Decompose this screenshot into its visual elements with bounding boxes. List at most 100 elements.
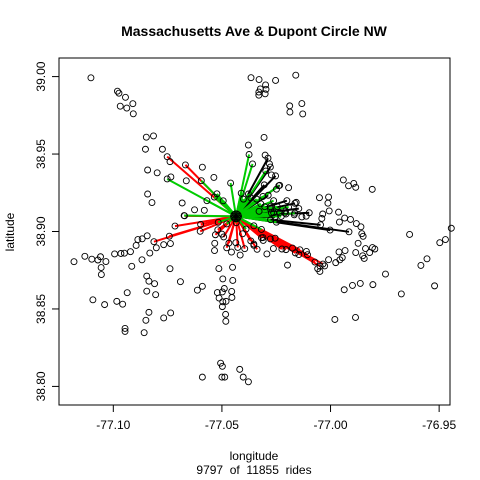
x-tick-label-2: -77.00	[314, 418, 348, 432]
station-point-105	[286, 108, 294, 116]
station-point-240	[210, 193, 218, 201]
station-point-38	[143, 232, 151, 240]
ride-line-1-25	[235, 193, 243, 217]
station-point-91	[239, 373, 247, 381]
station-point-58	[121, 327, 129, 335]
station-point-264	[260, 181, 268, 189]
station-point-241	[203, 197, 211, 205]
station-point-0	[87, 74, 95, 82]
station-point-35	[127, 248, 134, 256]
station-point-169	[371, 245, 379, 253]
station-point-125	[335, 208, 343, 216]
station-point-29	[88, 255, 96, 263]
station-point-60	[145, 308, 153, 316]
station-point-137	[359, 232, 367, 240]
station-point-231	[257, 200, 265, 208]
station-point-179	[239, 230, 247, 238]
station-point-235	[244, 190, 252, 198]
station-point-10	[142, 145, 149, 153]
station-point-152	[321, 262, 329, 270]
station-point-18	[210, 173, 218, 181]
station-point-1	[113, 87, 121, 95]
x-tick-label-3: -76.95	[422, 418, 456, 432]
station-point-71	[219, 298, 227, 306]
station-point-40	[128, 262, 136, 270]
station-point-129	[339, 176, 347, 184]
station-point-211	[259, 234, 267, 241]
station-point-52	[123, 289, 131, 297]
station-point-157	[369, 281, 377, 289]
station-point-128	[347, 215, 354, 223]
station-point-166	[441, 236, 449, 244]
station-point-230	[270, 197, 278, 205]
y-tick-label-3: 38.95	[34, 139, 48, 169]
ride-lines	[153, 154, 350, 268]
station-point-149	[332, 259, 340, 267]
station-point-20	[191, 206, 198, 214]
station-point-138	[354, 239, 362, 247]
station-point-237	[237, 189, 245, 197]
x-axis-label: longitude	[230, 449, 279, 463]
station-point-252	[264, 154, 272, 162]
station-point-81	[211, 247, 218, 255]
station-point-119	[315, 194, 323, 202]
station-point-27	[97, 253, 104, 261]
station-point-225	[258, 226, 265, 233]
station-point-164	[431, 282, 439, 290]
station-point-229	[273, 203, 281, 211]
station-point-255	[276, 181, 284, 189]
station-point-254	[272, 172, 280, 180]
station-point-16	[182, 177, 190, 185]
station-point-51	[143, 287, 151, 295]
station-point-261	[326, 226, 334, 234]
station-point-253	[266, 163, 274, 171]
station-point-121	[324, 199, 332, 207]
station-point-133	[368, 185, 376, 193]
station-point-262	[345, 228, 353, 236]
station-point-31	[97, 271, 105, 279]
station-point-194	[181, 161, 189, 169]
station-point-190	[223, 244, 231, 252]
station-point-120	[325, 193, 333, 201]
station-point-85	[198, 373, 206, 381]
station-point-69	[220, 285, 228, 292]
station-point-198	[266, 235, 274, 243]
station-point-123	[319, 210, 327, 218]
station-point-80	[215, 265, 223, 272]
y-tick-label-2: 38.90	[34, 216, 48, 246]
station-point-6	[129, 100, 137, 108]
station-point-113	[285, 184, 293, 192]
station-point-135	[357, 223, 365, 231]
station-point-242	[180, 212, 188, 219]
station-point-111	[267, 171, 275, 179]
station-point-192	[196, 227, 204, 235]
station-point-79	[219, 275, 227, 283]
station-point-170	[284, 261, 291, 269]
station-point-87	[221, 373, 229, 381]
station-point-162	[417, 261, 425, 269]
station-point-259	[305, 209, 313, 217]
station-point-256	[283, 197, 291, 205]
station-point-89	[218, 362, 226, 370]
station-point-265	[267, 209, 275, 217]
station-point-70	[215, 294, 223, 302]
chart-title: Massachusetts Ave & Dupont Circle NW	[121, 23, 388, 39]
station-point-175	[263, 250, 271, 258]
station-point-147	[335, 248, 343, 256]
station-point-74	[222, 310, 230, 318]
station-point-4	[116, 102, 124, 110]
station-point-99	[262, 85, 270, 93]
station-points	[70, 71, 455, 386]
station-point-258	[295, 205, 303, 213]
hub-point-8	[233, 210, 241, 218]
station-point-178	[236, 251, 244, 259]
station-point-219	[285, 203, 293, 211]
station-point-260	[317, 221, 324, 229]
station-point-19	[178, 199, 186, 207]
station-point-104	[286, 102, 294, 110]
station-point-257	[291, 199, 299, 207]
station-point-161	[397, 290, 405, 298]
station-point-76	[228, 294, 236, 301]
station-point-217	[262, 167, 270, 175]
